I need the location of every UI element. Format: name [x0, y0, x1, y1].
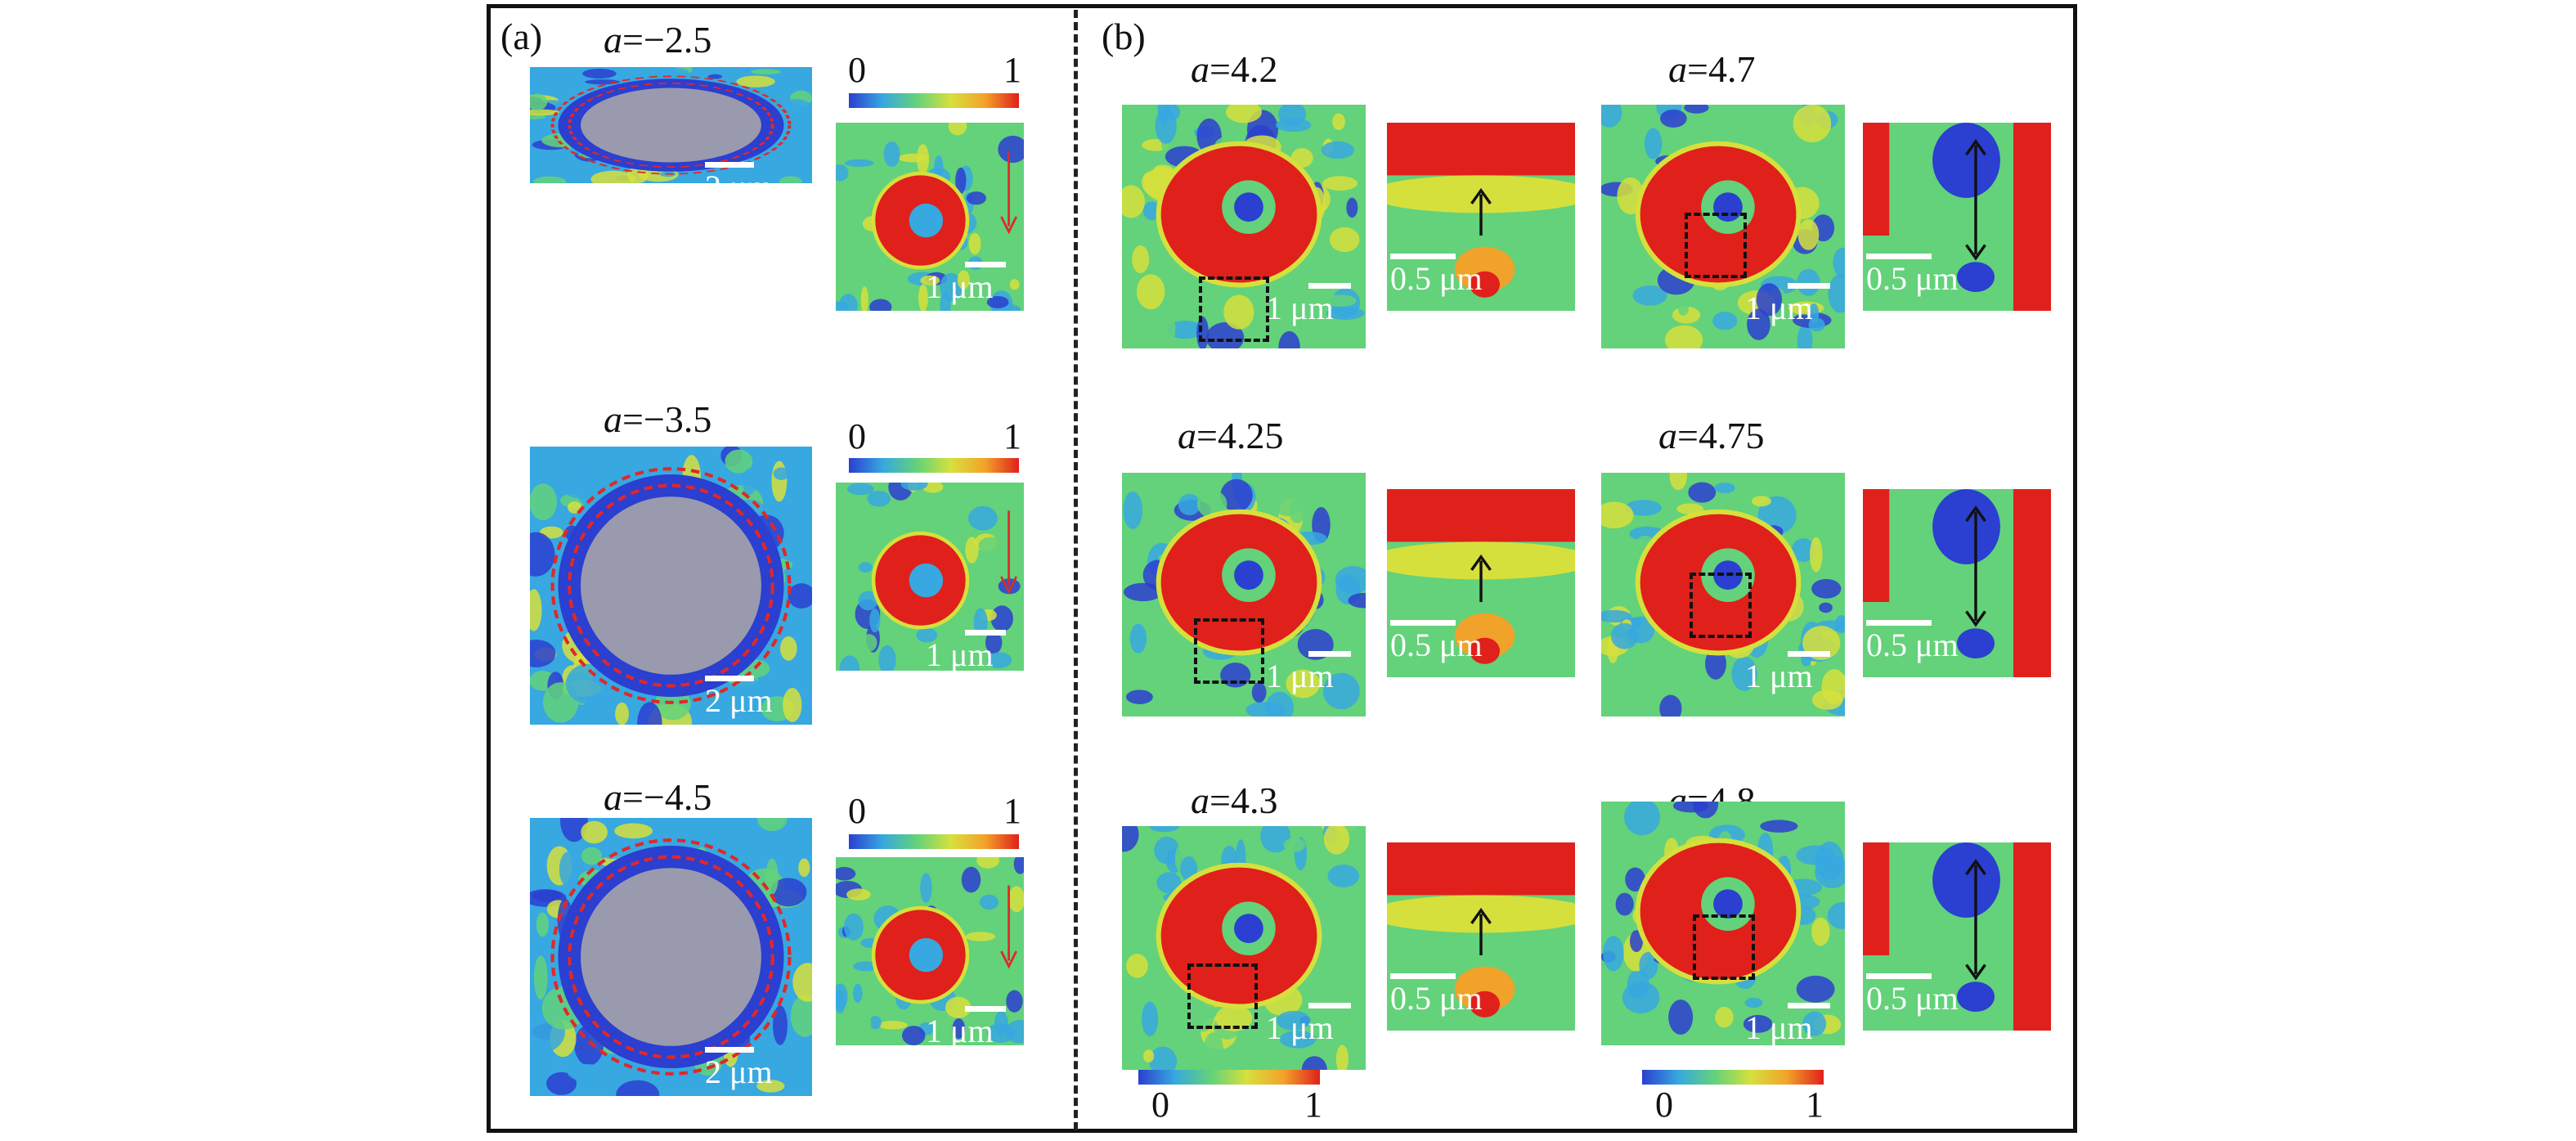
zoom-inset-map [1387, 123, 1575, 311]
param-label-b3: a=4.25 [1178, 415, 1284, 456]
param-label-b1: a=4.2 [1191, 48, 1278, 90]
vortex-field-map [1122, 473, 1366, 716]
colorbar [849, 458, 1019, 473]
zoom-inset-map [1863, 123, 2051, 311]
scale-bar: 2 μm [705, 162, 773, 204]
colorbar-max-label: 1 [1003, 50, 1021, 90]
zoom-region-box [1194, 618, 1264, 684]
scale-bar: 1 μm [1266, 1003, 1351, 1044]
scale-bar: 2 μm [705, 676, 773, 717]
scale-bar: 0.5 μm [1390, 254, 1483, 295]
scale-bar: 1 μm [1266, 651, 1351, 693]
zoom-inset-map [1387, 489, 1575, 677]
param-label-b4: a=4.75 [1658, 415, 1765, 456]
colorbar-max-label: 1 [1003, 416, 1021, 456]
zoom-region-box [1685, 213, 1747, 278]
colorbar [1642, 1070, 1824, 1085]
colorbar-max-label: 1 [1003, 791, 1021, 831]
colorbar-min-label: 0 [848, 416, 866, 456]
vortex-field-map [1122, 105, 1366, 348]
panel-a-label: (a) [500, 16, 543, 57]
disk-field-map [530, 447, 812, 725]
colorbar-max-label: 1 [1304, 1085, 1322, 1125]
zoom-region-box [1693, 914, 1755, 980]
scale-bar: 1 μm [926, 262, 1006, 303]
zoom-region-box [1187, 964, 1258, 1029]
scale-bar: 1 μm [1745, 283, 1830, 325]
colorbar-min-label: 0 [1151, 1085, 1169, 1125]
disk-field-map [530, 818, 812, 1096]
scale-bar: 1 μm [926, 1006, 1006, 1048]
param-label-b2: a=4.7 [1668, 48, 1756, 90]
colorbar-max-label: 1 [1806, 1085, 1824, 1125]
scale-bar: 0.5 μm [1866, 620, 1959, 662]
scale-bar: 1 μm [1266, 283, 1351, 325]
param-label-a2: a=−3.5 [604, 398, 712, 440]
vortex-field-map [836, 123, 1024, 311]
zoom-region-box [1690, 573, 1752, 638]
vortex-field-map [1122, 826, 1366, 1070]
zoom-region-box [1199, 276, 1269, 342]
vortex-field-map [836, 857, 1024, 1045]
scale-bar: 0.5 μm [1866, 973, 1959, 1015]
scale-bar: 1 μm [1745, 1003, 1830, 1044]
scale-bar: 2 μm [705, 1047, 773, 1089]
panel-b-label: (b) [1102, 16, 1146, 57]
vortex-field-map [836, 483, 1024, 671]
zoom-inset-map [1387, 842, 1575, 1031]
param-label-b5: a=4.3 [1191, 779, 1278, 821]
colorbar-min-label: 0 [848, 791, 866, 831]
disk-field-map [530, 67, 812, 183]
colorbar-min-label: 0 [848, 50, 866, 90]
vortex-field-map [1601, 802, 1845, 1045]
colorbar-min-label: 0 [1655, 1085, 1673, 1125]
colorbar [849, 834, 1019, 849]
scale-bar: 1 μm [926, 630, 1006, 672]
param-label-a1: a=−2.5 [604, 19, 712, 61]
scale-bar: 0.5 μm [1390, 620, 1483, 662]
zoom-inset-map [1863, 842, 2051, 1031]
scale-bar: 0.5 μm [1866, 254, 1959, 295]
colorbar [849, 93, 1019, 108]
colorbar [1138, 1070, 1320, 1085]
param-label-a3: a=−4.5 [604, 776, 712, 818]
scale-bar: 1 μm [1745, 651, 1830, 693]
panel-divider [1074, 10, 1078, 1130]
scale-bar: 0.5 μm [1390, 973, 1483, 1015]
zoom-inset-map [1863, 489, 2051, 677]
